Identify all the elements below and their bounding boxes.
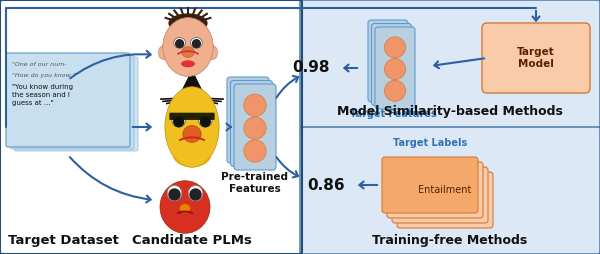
Ellipse shape: [163, 18, 213, 76]
Text: Pre-trained
Features: Pre-trained Features: [221, 172, 289, 194]
FancyBboxPatch shape: [300, 0, 600, 128]
Text: Target
Model: Target Model: [517, 47, 555, 69]
FancyBboxPatch shape: [14, 57, 138, 151]
Ellipse shape: [174, 38, 185, 48]
Circle shape: [169, 189, 180, 200]
FancyBboxPatch shape: [227, 77, 269, 163]
FancyBboxPatch shape: [392, 167, 488, 223]
Ellipse shape: [183, 125, 201, 142]
FancyBboxPatch shape: [397, 172, 493, 228]
FancyBboxPatch shape: [230, 81, 272, 167]
Ellipse shape: [167, 185, 182, 201]
Ellipse shape: [191, 38, 202, 48]
Text: Target Features: Target Features: [350, 109, 436, 119]
Circle shape: [200, 117, 210, 127]
Circle shape: [385, 58, 406, 80]
Circle shape: [174, 117, 184, 127]
FancyBboxPatch shape: [375, 27, 415, 109]
Ellipse shape: [199, 114, 212, 127]
Text: Target Labels: Target Labels: [393, 138, 467, 148]
Ellipse shape: [188, 185, 203, 201]
FancyBboxPatch shape: [10, 55, 134, 149]
Ellipse shape: [165, 87, 219, 167]
Text: Target Dataset: Target Dataset: [8, 234, 119, 247]
FancyBboxPatch shape: [482, 23, 590, 93]
Ellipse shape: [164, 207, 175, 217]
Text: 0.86: 0.86: [307, 178, 345, 193]
Text: "You know during
the season and I
guess at ...": "You know during the season and I guess …: [12, 84, 73, 106]
Ellipse shape: [172, 114, 185, 127]
Ellipse shape: [173, 143, 211, 167]
FancyBboxPatch shape: [169, 113, 215, 120]
FancyBboxPatch shape: [234, 84, 276, 170]
FancyBboxPatch shape: [368, 20, 408, 102]
Ellipse shape: [158, 46, 168, 60]
Ellipse shape: [160, 181, 210, 233]
FancyBboxPatch shape: [382, 157, 478, 213]
Circle shape: [244, 94, 266, 116]
FancyBboxPatch shape: [300, 127, 600, 254]
Text: Model Similarity-based Methods: Model Similarity-based Methods: [337, 105, 563, 118]
Circle shape: [176, 40, 184, 47]
Ellipse shape: [169, 13, 208, 33]
Ellipse shape: [208, 46, 218, 60]
Circle shape: [385, 37, 406, 58]
Ellipse shape: [182, 47, 194, 57]
FancyBboxPatch shape: [6, 53, 130, 147]
Circle shape: [244, 140, 266, 162]
Circle shape: [190, 189, 201, 200]
Text: Training-free Methods: Training-free Methods: [373, 234, 527, 247]
Text: Entailment: Entailment: [418, 185, 472, 195]
Circle shape: [244, 117, 266, 139]
Circle shape: [193, 40, 200, 47]
FancyBboxPatch shape: [371, 24, 412, 105]
Ellipse shape: [195, 207, 206, 217]
Text: "How do you know ?: "How do you know ?: [12, 73, 76, 78]
FancyBboxPatch shape: [387, 162, 483, 218]
Ellipse shape: [180, 204, 190, 213]
Text: Candidate PLMs: Candidate PLMs: [132, 234, 252, 247]
Text: "One of our num-: "One of our num-: [12, 62, 67, 67]
Circle shape: [385, 80, 406, 101]
Text: 0.98: 0.98: [293, 60, 330, 75]
Ellipse shape: [181, 60, 195, 67]
Polygon shape: [180, 71, 204, 96]
